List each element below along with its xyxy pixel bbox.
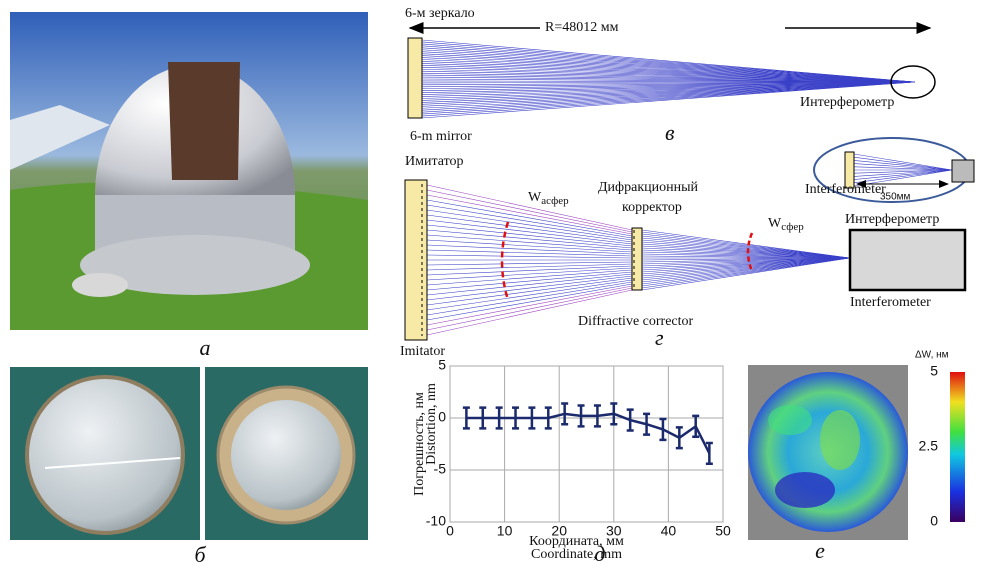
w-sub: асфер xyxy=(541,195,569,207)
ray xyxy=(427,240,632,252)
panel-label: е xyxy=(815,538,825,563)
ray xyxy=(427,205,632,238)
imitator-label: Имитатор xyxy=(405,154,464,169)
colorbar-tick-label: 0 xyxy=(930,513,938,529)
x-tick-label: 40 xyxy=(661,523,677,539)
w-asfer: Wасфер xyxy=(528,190,569,206)
corrector-label: Дифракционный xyxy=(598,180,699,195)
interferometer-label: Интерферометр xyxy=(845,212,939,227)
interferometer-box xyxy=(850,230,965,290)
ray xyxy=(427,200,632,236)
ray xyxy=(427,250,632,256)
ray xyxy=(427,220,632,244)
ray xyxy=(427,262,632,265)
colorbar-ticks: 02.55 xyxy=(919,363,939,529)
ray xyxy=(427,255,632,258)
observatory-photo xyxy=(10,12,368,330)
panel-label: в xyxy=(665,120,675,145)
interferometer-label: Интерферометр xyxy=(800,95,894,110)
w: W xyxy=(528,190,542,205)
panel-label: д xyxy=(594,541,605,566)
colorbar-tick-label: 2.5 xyxy=(919,438,939,454)
ray xyxy=(854,170,952,176)
interferometer-box xyxy=(952,160,974,182)
aspheric-wavefront xyxy=(502,222,508,300)
panel-label: г xyxy=(655,325,664,350)
ray xyxy=(427,215,632,242)
w: W xyxy=(768,216,782,231)
ray xyxy=(427,272,632,290)
imitator xyxy=(405,180,427,340)
ray-fan xyxy=(854,154,952,186)
page: а б R=48012 мм 6-м зеркало Интерферометр… xyxy=(0,0,990,568)
x-axis-label: Coordinate, mm xyxy=(531,547,622,562)
mirror-label: 6-м зеркало xyxy=(405,6,475,21)
corrector-label: корректор xyxy=(622,200,682,215)
ray xyxy=(427,235,632,250)
panel-label: б xyxy=(194,542,206,567)
colorbar-title: ΔW, нм xyxy=(915,350,949,361)
y-axis-label: Distortion, nm xyxy=(424,383,439,465)
x-tick-label: 0 xyxy=(446,523,454,539)
y-tick-label: -10 xyxy=(426,513,446,529)
y-tick-label: 0 xyxy=(438,409,446,425)
interferometer-label-en: Interferometer xyxy=(850,295,931,310)
ray xyxy=(427,230,632,248)
inset-interferometer: Interferometer xyxy=(805,182,886,197)
wavefront-map xyxy=(748,365,908,540)
plot-area xyxy=(450,366,723,522)
ray xyxy=(427,268,632,280)
mirror-photos xyxy=(10,367,368,540)
radius-label: R=48012 мм xyxy=(545,20,619,35)
colorbar xyxy=(950,372,965,522)
ray xyxy=(427,266,632,275)
figure: а б R=48012 мм 6-м зеркало Интерферометр… xyxy=(0,0,990,568)
ray xyxy=(427,282,632,315)
corrector-label-en: Diffractive corrector xyxy=(578,314,694,329)
ray xyxy=(427,276,632,300)
ray xyxy=(854,157,952,170)
w-sub: сфер xyxy=(781,221,804,233)
ray xyxy=(854,170,952,183)
colorbar-tick-label: 5 xyxy=(930,363,938,379)
mirror xyxy=(408,38,422,118)
ray xyxy=(427,264,632,270)
panel-label: а xyxy=(200,335,211,360)
x-tick-label: 50 xyxy=(715,523,731,539)
mirror-label-en: 6-m mirror xyxy=(410,129,472,144)
y-tick-label: 5 xyxy=(438,357,446,373)
ray xyxy=(427,270,632,285)
ray xyxy=(854,164,952,170)
chart: -10-50501020304050Погрешность, нмDistort… xyxy=(412,357,731,563)
x-tick-label: 10 xyxy=(497,523,513,539)
w-sfer: Wсфер xyxy=(768,216,804,232)
ray xyxy=(427,245,632,254)
ray xyxy=(427,278,632,305)
